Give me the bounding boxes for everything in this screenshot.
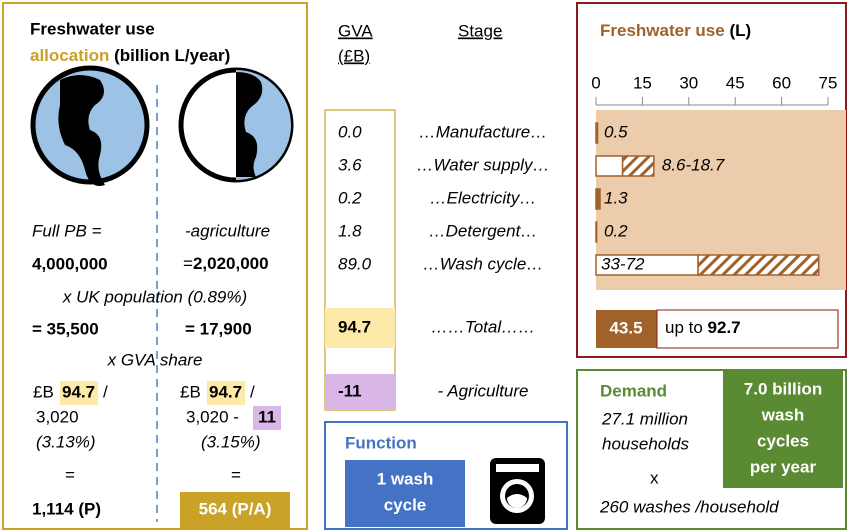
bar-label: 0.2 [604,221,628,240]
bar-label: 1.3 [604,188,628,207]
share: (3.15%) [201,432,261,451]
result-box [180,492,290,528]
function-unit: cycle [384,495,427,514]
slash: / [250,382,255,401]
gva-prefix: £B [180,382,201,401]
globe-half [178,67,294,183]
washing-machine-icon [490,458,545,524]
globe-full [30,65,150,186]
stage: …Water supply… [417,155,550,174]
function-unit: 1 wash [377,469,434,488]
demand-title: Demand [600,381,667,400]
demand-result: cycles [757,431,809,450]
bar-label: 0.5 [604,122,628,141]
denominator: 3,020 [36,407,79,426]
agriculture-highlight [325,374,395,410]
stage-header: Stage [458,21,502,40]
function-panel [324,421,568,530]
uk-population: x UK population (0.89%) [62,287,247,306]
share: (3.13%) [36,432,96,451]
agriculture-stage: - Agriculture [437,381,528,400]
bar [595,122,599,144]
gva-header: GVA [338,21,373,40]
gva-share: x GVA share [107,350,203,369]
equals: = [65,465,75,484]
bar [595,188,601,210]
highlight [253,406,281,430]
per-uk: = 17,900 [185,319,252,338]
highlight [207,381,245,405]
demand-result: wash [761,405,805,424]
slash: / [103,382,108,401]
agriculture-gva: -11 [338,381,362,400]
bar-low [595,155,624,177]
total-gva: 94.7 [338,317,371,336]
households: 27.1 million [601,409,688,428]
x-tick-label: 0 [591,73,600,92]
stage: …Detergent… [429,221,538,240]
gva-unit: (£B) [338,46,370,65]
demand-panel [576,369,847,530]
highlight [60,381,98,405]
x-tick-label: 30 [679,73,698,92]
minus: 11 [258,407,276,426]
result: 1,114 (P) [32,499,101,518]
gva: 1.8 [338,221,362,240]
freshwater-title: Freshwater use (L) [600,21,751,40]
total-max: up to 92.7 [665,318,741,337]
allocation-panel [2,2,308,530]
value: 4,000,000 [32,254,108,273]
gva: 0.0 [338,122,362,141]
households: households [602,434,689,453]
title-2: allocation (billion L/year) [30,46,230,65]
denominator: 3,020 - [186,407,239,426]
total-highlight [325,308,395,348]
title: Freshwater use [30,19,155,38]
total-stage: ……Total…… [431,317,535,336]
x-tick-label: 60 [772,73,791,92]
function-title: Function [345,433,417,452]
per-uk: = 35,500 [32,319,99,338]
per-household: 260 washes /household [599,497,779,516]
gva: 0.2 [338,188,362,207]
gva: 94.7 [62,382,95,401]
stage: …Wash cycle… [423,254,544,273]
demand-result: 7.0 billion [744,379,822,398]
gva: 89.0 [338,254,372,273]
equals: = [231,465,241,484]
total-range-box [656,309,839,349]
label: -agriculture [185,221,270,240]
demand-result: per year [750,457,817,476]
total: 43.5 [609,318,642,337]
total-box [596,310,657,348]
times: x [650,468,659,487]
gva: 3.6 [338,155,362,174]
x-tick-label: 15 [633,73,652,92]
bar-label: 33-72 [601,254,645,273]
bar [595,221,598,243]
value: =2,020,000 [183,254,269,273]
x-tick-label: 45 [726,73,745,92]
bar-range [697,254,820,276]
stage: …Manufacture… [419,122,548,141]
x-tick-label: 75 [819,73,838,92]
gva: 94.7 [209,382,242,401]
gva-prefix: £B [33,382,54,401]
result-box [723,370,843,488]
function-box [345,460,465,527]
label: Full PB = [32,221,102,240]
bar-label: 8.6-18.7 [662,155,725,174]
result: 564 (P/A) [199,499,272,518]
stage: …Electricity… [430,188,537,207]
bar-range [621,155,655,177]
